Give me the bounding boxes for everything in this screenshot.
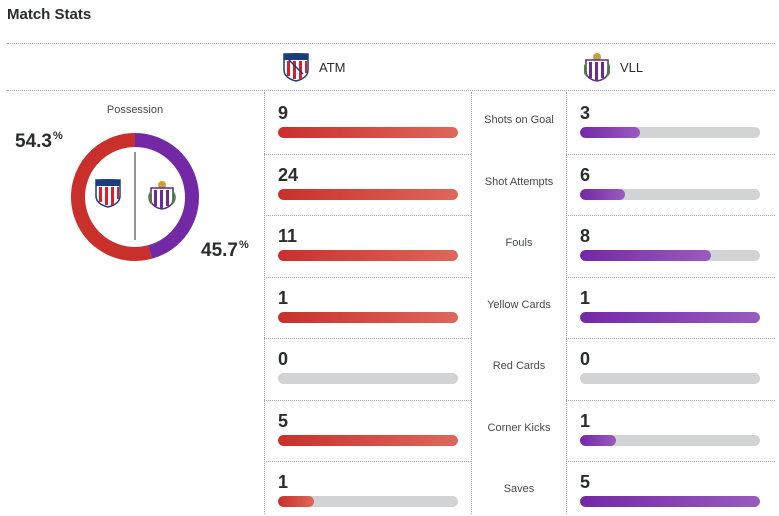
- away-stat-bar-fill: [580, 434, 616, 446]
- home-stat-bar: [278, 434, 458, 446]
- home-stat-bar-fill: [278, 250, 458, 261]
- home-stat-value: 1: [278, 287, 289, 308]
- home-stat-value: 24: [278, 164, 299, 185]
- home-stat-value: 0: [278, 349, 289, 369]
- row-divider-left: [264, 399, 471, 401]
- match-stats-title: Match Stats: [7, 6, 92, 23]
- row-divider-left: [264, 338, 471, 339]
- away-stat-bar: [580, 188, 760, 200]
- home-stat-bar: [278, 250, 458, 261]
- home-stat-bar-fill: [278, 434, 458, 446]
- column-divider-mid-right: [566, 92, 567, 514]
- possession-label: Possession: [106, 104, 164, 116]
- away-stat-bar-fill: [580, 496, 760, 507]
- stat-label: Fouls: [505, 237, 533, 249]
- away-team-abbr: VLL: [620, 59, 644, 75]
- home-stat-bar-fill: [278, 127, 458, 138]
- row-divider-right: [566, 399, 775, 401]
- row-divider-right: [566, 153, 775, 155]
- home-stat-bar: [278, 311, 458, 323]
- row-divider-right: [566, 276, 775, 278]
- column-divider-mid-left: [471, 92, 472, 514]
- home-stat-bar-fill: [278, 188, 458, 200]
- row-divider-left: [264, 276, 471, 278]
- away-stat-bar: [580, 373, 760, 384]
- row-divider-right: [566, 461, 775, 462]
- away-stat-bar: [580, 127, 760, 138]
- team-header-divider: [7, 90, 775, 91]
- away-stat-bar-fill: [580, 127, 640, 138]
- away-stat-value: 6: [580, 164, 591, 185]
- away-stat-value: 5: [580, 472, 591, 492]
- home-team-header: ATM: [283, 52, 345, 82]
- stat-label: Shot Attempts: [484, 175, 554, 188]
- stat-label: Red Cards: [492, 360, 546, 372]
- home-possession-arc: [71, 133, 153, 261]
- away-stat-value: 8: [580, 226, 591, 246]
- stat-label: Saves: [503, 483, 535, 495]
- home-stat-bar: [278, 188, 458, 200]
- away-stat-bar-fill: [580, 250, 711, 261]
- away-stat-value: 1: [580, 287, 591, 308]
- home-stat-value: 1: [278, 472, 289, 492]
- home-stat-bar: [278, 373, 458, 384]
- away-stat-value: 0: [580, 349, 591, 369]
- away-team-header: VLL: [584, 52, 643, 82]
- home-possession-percent: 54.3%: [15, 130, 63, 152]
- away-stat-bar: [580, 434, 760, 446]
- away-possession-percent: 45.7%: [201, 239, 249, 261]
- away-stat-bar-fill: [580, 311, 760, 323]
- away-stat-bar: [580, 250, 760, 261]
- atletico-madrid-crest-icon: [283, 53, 309, 82]
- column-divider-left: [264, 92, 265, 514]
- real-valladolid-crest-icon: [148, 181, 176, 210]
- possession-donut-chart: [71, 133, 199, 261]
- real-valladolid-crest-icon: [584, 53, 610, 82]
- away-stat-bar: [580, 311, 760, 323]
- away-possession-arc: [134, 133, 199, 259]
- header-divider: [7, 43, 775, 44]
- away-stat-bar-fill: [580, 188, 625, 200]
- row-divider-left: [264, 153, 471, 155]
- home-team-abbr: ATM: [319, 59, 346, 75]
- stat-label: Shots on Goal: [484, 114, 554, 126]
- row-divider-right: [566, 338, 775, 339]
- home-stat-bar: [278, 127, 458, 138]
- home-stat-value: 5: [278, 410, 289, 431]
- away-stat-value: 3: [580, 103, 591, 123]
- row-divider-right: [566, 215, 775, 216]
- home-stat-value: 11: [278, 226, 298, 246]
- row-divider-left: [264, 215, 471, 216]
- atletico-madrid-crest-icon: [95, 179, 121, 208]
- away-stat-bar: [580, 496, 760, 507]
- away-stat-value: 1: [580, 410, 591, 431]
- home-stat-bar-fill: [278, 311, 458, 323]
- home-stat-bar: [278, 496, 458, 507]
- stat-label: Yellow Cards: [487, 298, 551, 311]
- home-stat-bar-fill: [278, 496, 314, 507]
- stat-label: Corner Kicks: [487, 421, 551, 434]
- row-divider-left: [264, 461, 471, 462]
- home-stat-value: 9: [278, 103, 289, 123]
